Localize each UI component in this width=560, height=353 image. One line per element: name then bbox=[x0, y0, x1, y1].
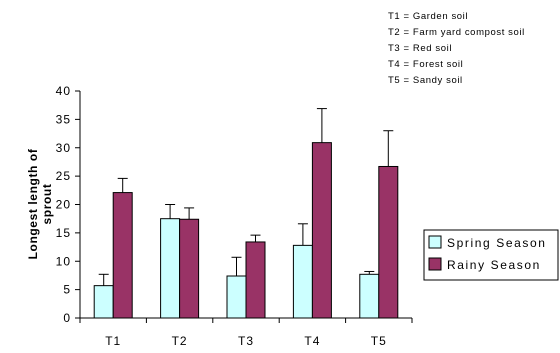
bar-spring-t5 bbox=[359, 273, 380, 319]
error-bars bbox=[98, 108, 394, 286]
x-tick-label: T2 bbox=[172, 334, 188, 348]
legend-swatch-spring bbox=[428, 235, 442, 249]
treatment-note: T2 = Farm yard compost soil bbox=[388, 27, 525, 38]
y-tick-label: 15 bbox=[56, 226, 71, 240]
x-tick-label: T1 bbox=[105, 334, 121, 348]
y-tick-label: 10 bbox=[56, 254, 71, 268]
bar-rainy-t1 bbox=[112, 192, 133, 319]
y-axis-ticks: 0 5 10 15 20 25 30 35 40 bbox=[56, 84, 80, 325]
y-tick-label: 35 bbox=[56, 112, 71, 126]
y-tick-label: 25 bbox=[56, 169, 71, 183]
legend-label-spring: Spring Season bbox=[447, 236, 547, 250]
treatment-note: T4 = Forest soil bbox=[388, 59, 463, 70]
legend-label-rainy: Rainy Season bbox=[447, 258, 541, 272]
treatment-note: T3 = Red soil bbox=[388, 43, 452, 54]
bar-spring-t1 bbox=[93, 285, 114, 319]
y-tick-label: 5 bbox=[63, 283, 71, 297]
legend-box bbox=[423, 229, 559, 281]
legend-swatch-rainy bbox=[428, 257, 442, 271]
x-tick-label: T5 bbox=[371, 334, 387, 348]
legend: Spring Season Rainy Season bbox=[423, 229, 559, 281]
x-axis-ticks: T1 T2 T3 T4 T5 bbox=[79, 318, 413, 348]
bars bbox=[93, 142, 399, 319]
bar-spring-t2 bbox=[160, 218, 181, 319]
y-axis-label-line-1: Longest length of bbox=[26, 148, 40, 259]
y-tick-label: 30 bbox=[56, 141, 71, 155]
bar-rainy-t2 bbox=[179, 218, 200, 319]
y-tick-label: 20 bbox=[56, 198, 71, 212]
axes bbox=[79, 91, 412, 319]
bar-spring-t3 bbox=[226, 275, 247, 319]
y-axis-label: Longest length of sprout bbox=[26, 148, 54, 259]
y-tick-label: 40 bbox=[56, 84, 71, 98]
treatment-legend-notes: T1 = Garden soil T2 = Farm yard compost s… bbox=[388, 11, 525, 86]
x-tick-label: T3 bbox=[238, 334, 254, 348]
bar-rainy-t4 bbox=[311, 142, 332, 319]
bar-rainy-t3 bbox=[245, 241, 266, 319]
y-axis-label-line-2: sprout bbox=[40, 184, 54, 225]
treatment-note: T1 = Garden soil bbox=[388, 11, 468, 22]
bar-rainy-t5 bbox=[378, 165, 399, 319]
bar-spring-t4 bbox=[292, 244, 313, 319]
treatment-note: T5 = Sandy soil bbox=[388, 75, 463, 86]
x-tick-label: T4 bbox=[304, 334, 320, 348]
y-tick-label: 0 bbox=[63, 311, 71, 325]
